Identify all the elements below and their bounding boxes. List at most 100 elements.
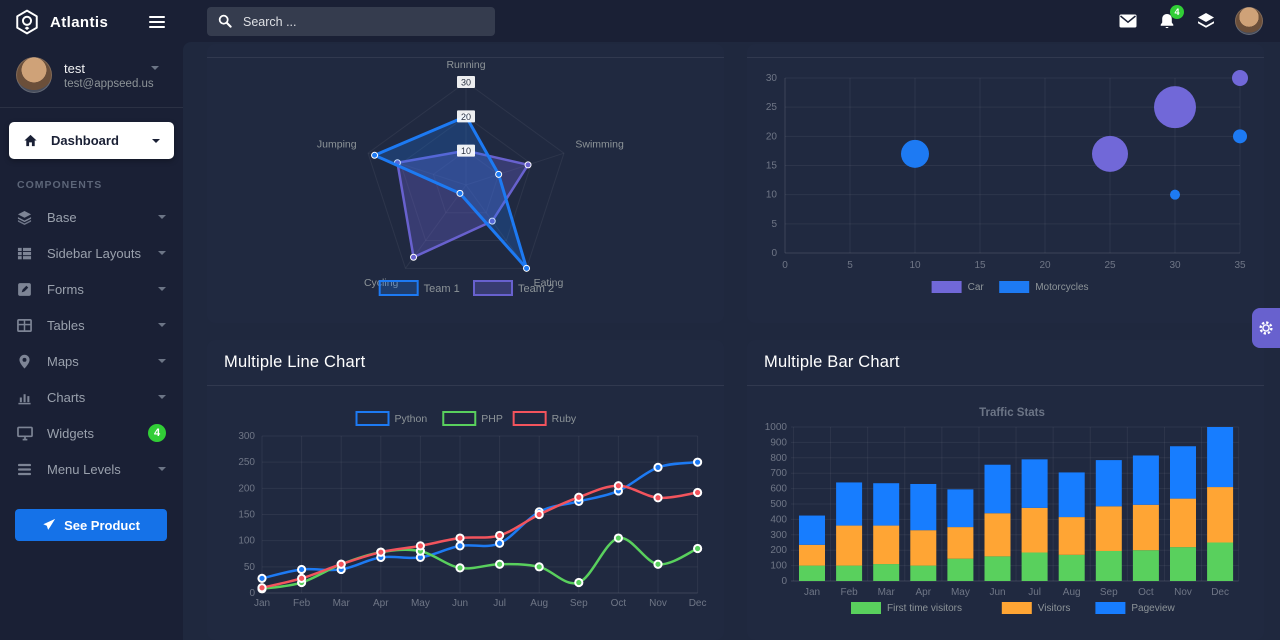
svg-text:Visitors: Visitors bbox=[1038, 603, 1071, 614]
svg-text:Team 2: Team 2 bbox=[518, 283, 554, 295]
sidebar-item-sidebar-layouts[interactable]: Sidebar Layouts bbox=[0, 235, 183, 271]
top-navbar: 4 bbox=[183, 0, 1280, 42]
bubble-chart-canvas[interactable]: 0 5 10 15 20 25 30 0 5 10 15 20 25 30 35 Car Motorcycles bbox=[747, 44, 1264, 323]
svg-text:PHP: PHP bbox=[481, 413, 503, 425]
svg-text:Dec: Dec bbox=[1211, 587, 1229, 598]
sidebar-item-dashboard[interactable]: Dashboard bbox=[9, 122, 174, 159]
pen-square-icon bbox=[17, 281, 33, 297]
email-icon[interactable] bbox=[1118, 11, 1138, 31]
chevron-down-icon bbox=[158, 395, 166, 399]
sidebar-item-forms[interactable]: Forms bbox=[0, 271, 183, 307]
brand-logo-icon[interactable] bbox=[14, 9, 40, 35]
svg-text:0: 0 bbox=[781, 576, 787, 587]
svg-text:Jul: Jul bbox=[1028, 587, 1041, 598]
svg-text:Traffic Stats: Traffic Stats bbox=[979, 407, 1045, 419]
line-chart-title: Multiple Line Chart bbox=[224, 353, 366, 371]
svg-text:200: 200 bbox=[238, 483, 255, 494]
line-chart-canvas[interactable]: 0 50 100 150 200 250 300 Jan Feb Mar Apr May Jun Jul A… bbox=[207, 340, 724, 640]
notification-bell-icon[interactable]: 4 bbox=[1157, 5, 1184, 31]
svg-text:Nov: Nov bbox=[1174, 587, 1192, 598]
svg-text:5: 5 bbox=[771, 219, 777, 230]
svg-text:0: 0 bbox=[782, 260, 788, 271]
sidebar: Atlantis test test@appseed.us Dashboard … bbox=[0, 0, 183, 640]
svg-text:May: May bbox=[951, 587, 970, 598]
sidebar-nav: Base Sidebar Layouts Forms Tables Maps Charts… bbox=[0, 199, 183, 487]
bar-chart-canvas[interactable]: Traffic Stats 0 100 200 300 400 500 600 700 800 90… bbox=[747, 340, 1264, 640]
brand-name[interactable]: Atlantis bbox=[50, 13, 109, 31]
svg-text:Jumping: Jumping bbox=[317, 138, 357, 150]
th-list-icon bbox=[17, 245, 33, 261]
svg-text:Jan: Jan bbox=[804, 587, 820, 598]
sidebar-item-base[interactable]: Base bbox=[0, 199, 183, 235]
svg-text:Nov: Nov bbox=[649, 598, 667, 609]
svg-text:Jun: Jun bbox=[989, 587, 1005, 598]
divider bbox=[0, 107, 183, 108]
svg-text:20: 20 bbox=[766, 131, 778, 142]
line-chart-card: 0 50 100 150 200 250 300 Jan Feb Mar Apr May Jun Jul A… bbox=[207, 340, 724, 640]
svg-text:250: 250 bbox=[238, 457, 255, 468]
chevron-down-icon bbox=[158, 215, 166, 219]
see-product-button[interactable]: See Product bbox=[15, 509, 167, 541]
sidebar-item-tables[interactable]: Tables bbox=[0, 307, 183, 343]
svg-text:Pageview: Pageview bbox=[1131, 603, 1175, 614]
chevron-down-icon bbox=[158, 359, 166, 363]
user-avatar bbox=[16, 57, 52, 93]
search-input[interactable] bbox=[241, 6, 490, 38]
svg-text:30: 30 bbox=[1169, 260, 1181, 271]
svg-text:35: 35 bbox=[1234, 260, 1246, 271]
svg-text:Team 1: Team 1 bbox=[424, 283, 460, 295]
svg-text:Motorcycles: Motorcycles bbox=[1035, 282, 1088, 293]
user-name: test bbox=[64, 60, 85, 76]
svg-text:800: 800 bbox=[770, 453, 787, 464]
svg-text:20: 20 bbox=[1039, 260, 1051, 271]
sidebar-item-label: Maps bbox=[47, 353, 79, 369]
svg-text:Jul: Jul bbox=[493, 598, 506, 609]
map-pin-icon bbox=[17, 353, 33, 369]
sidebar-item-menu-levels[interactable]: Menu Levels bbox=[0, 451, 183, 487]
svg-text:0: 0 bbox=[249, 588, 255, 599]
svg-text:50: 50 bbox=[244, 562, 256, 573]
svg-text:May: May bbox=[411, 598, 430, 609]
sidebar-item-label: Tables bbox=[47, 317, 85, 333]
settings-gear-button[interactable] bbox=[1252, 308, 1280, 348]
sidebar-item-charts[interactable]: Charts bbox=[0, 379, 183, 415]
radar-chart-card: RunningSwimmingEatingCyclingJumping10203… bbox=[207, 44, 724, 323]
svg-text:500: 500 bbox=[770, 499, 787, 510]
svg-text:10: 10 bbox=[461, 146, 471, 156]
svg-text:Python: Python bbox=[395, 413, 428, 425]
chevron-down-icon bbox=[158, 251, 166, 255]
svg-text:10: 10 bbox=[909, 260, 921, 271]
search-icon bbox=[218, 14, 232, 28]
svg-text:5: 5 bbox=[847, 260, 853, 271]
svg-text:Feb: Feb bbox=[293, 598, 311, 609]
sidebar-item-widgets[interactable]: Widgets 4 bbox=[0, 415, 183, 451]
dashboard-label: Dashboard bbox=[51, 133, 119, 148]
svg-text:100: 100 bbox=[238, 536, 255, 547]
chevron-down-icon bbox=[158, 323, 166, 327]
sidebar-toggle-icon[interactable] bbox=[145, 12, 169, 32]
svg-text:100: 100 bbox=[770, 561, 787, 572]
home-icon bbox=[23, 133, 38, 148]
svg-text:1000: 1000 bbox=[765, 422, 788, 433]
search-box bbox=[207, 6, 495, 38]
svg-text:Sep: Sep bbox=[570, 598, 588, 609]
svg-text:25: 25 bbox=[766, 102, 778, 113]
svg-text:Oct: Oct bbox=[611, 598, 627, 609]
chart-bar-icon bbox=[17, 389, 33, 405]
chevron-down-icon bbox=[158, 287, 166, 291]
desktop-icon bbox=[17, 425, 33, 441]
components-section-label: COMPONENTS bbox=[17, 179, 103, 191]
svg-text:Jun: Jun bbox=[452, 598, 468, 609]
svg-text:25: 25 bbox=[1104, 260, 1116, 271]
radar-chart-canvas[interactable]: RunningSwimmingEatingCyclingJumping10203… bbox=[207, 44, 724, 323]
svg-text:700: 700 bbox=[770, 468, 787, 479]
layers-icon[interactable] bbox=[1196, 11, 1216, 31]
user-profile[interactable]: test test@appseed.us bbox=[0, 44, 183, 105]
sidebar-item-label: Forms bbox=[47, 281, 84, 297]
user-avatar[interactable] bbox=[1235, 7, 1263, 35]
svg-text:First time visitors: First time visitors bbox=[887, 603, 962, 614]
sidebar-item-maps[interactable]: Maps bbox=[0, 343, 183, 379]
dashboard-caret-icon bbox=[152, 138, 160, 143]
svg-text:400: 400 bbox=[770, 514, 787, 525]
svg-text:300: 300 bbox=[238, 431, 255, 442]
